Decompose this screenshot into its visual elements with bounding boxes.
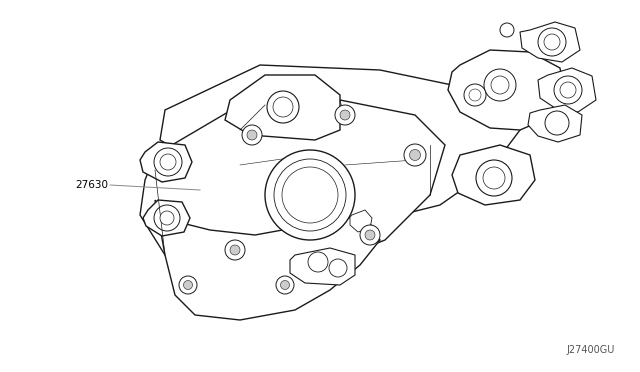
Circle shape (154, 148, 182, 176)
Circle shape (230, 245, 240, 255)
Polygon shape (160, 65, 520, 215)
Polygon shape (155, 200, 380, 320)
Circle shape (308, 252, 328, 272)
Polygon shape (448, 50, 565, 130)
Circle shape (360, 225, 380, 245)
Circle shape (247, 130, 257, 140)
Circle shape (276, 276, 294, 294)
Polygon shape (528, 105, 582, 142)
Polygon shape (350, 210, 372, 232)
Circle shape (560, 82, 576, 98)
Polygon shape (225, 75, 340, 140)
Circle shape (544, 34, 560, 50)
Circle shape (280, 280, 289, 289)
Circle shape (404, 144, 426, 166)
Circle shape (242, 125, 262, 145)
Circle shape (154, 205, 180, 231)
Circle shape (329, 259, 347, 277)
Circle shape (483, 167, 505, 189)
Circle shape (464, 84, 486, 106)
Circle shape (469, 89, 481, 101)
Polygon shape (140, 100, 445, 275)
Polygon shape (520, 22, 580, 62)
Circle shape (410, 150, 420, 160)
Text: J27400GU: J27400GU (566, 345, 615, 355)
Circle shape (335, 105, 355, 125)
Circle shape (476, 160, 512, 196)
Circle shape (282, 167, 338, 223)
Circle shape (340, 110, 350, 120)
Circle shape (538, 28, 566, 56)
Circle shape (273, 97, 293, 117)
Circle shape (274, 159, 346, 231)
Circle shape (225, 240, 245, 260)
Polygon shape (140, 142, 192, 182)
Circle shape (545, 111, 569, 135)
Circle shape (160, 211, 174, 225)
Circle shape (365, 230, 375, 240)
Polygon shape (143, 200, 190, 236)
Circle shape (491, 76, 509, 94)
Polygon shape (290, 248, 355, 285)
Circle shape (484, 69, 516, 101)
Circle shape (267, 91, 299, 123)
Text: 27630: 27630 (75, 180, 108, 190)
Circle shape (184, 280, 193, 289)
Circle shape (160, 154, 176, 170)
Circle shape (554, 76, 582, 104)
Circle shape (265, 150, 355, 240)
Polygon shape (452, 145, 535, 205)
Circle shape (179, 276, 197, 294)
Circle shape (500, 23, 514, 37)
Polygon shape (538, 68, 596, 112)
